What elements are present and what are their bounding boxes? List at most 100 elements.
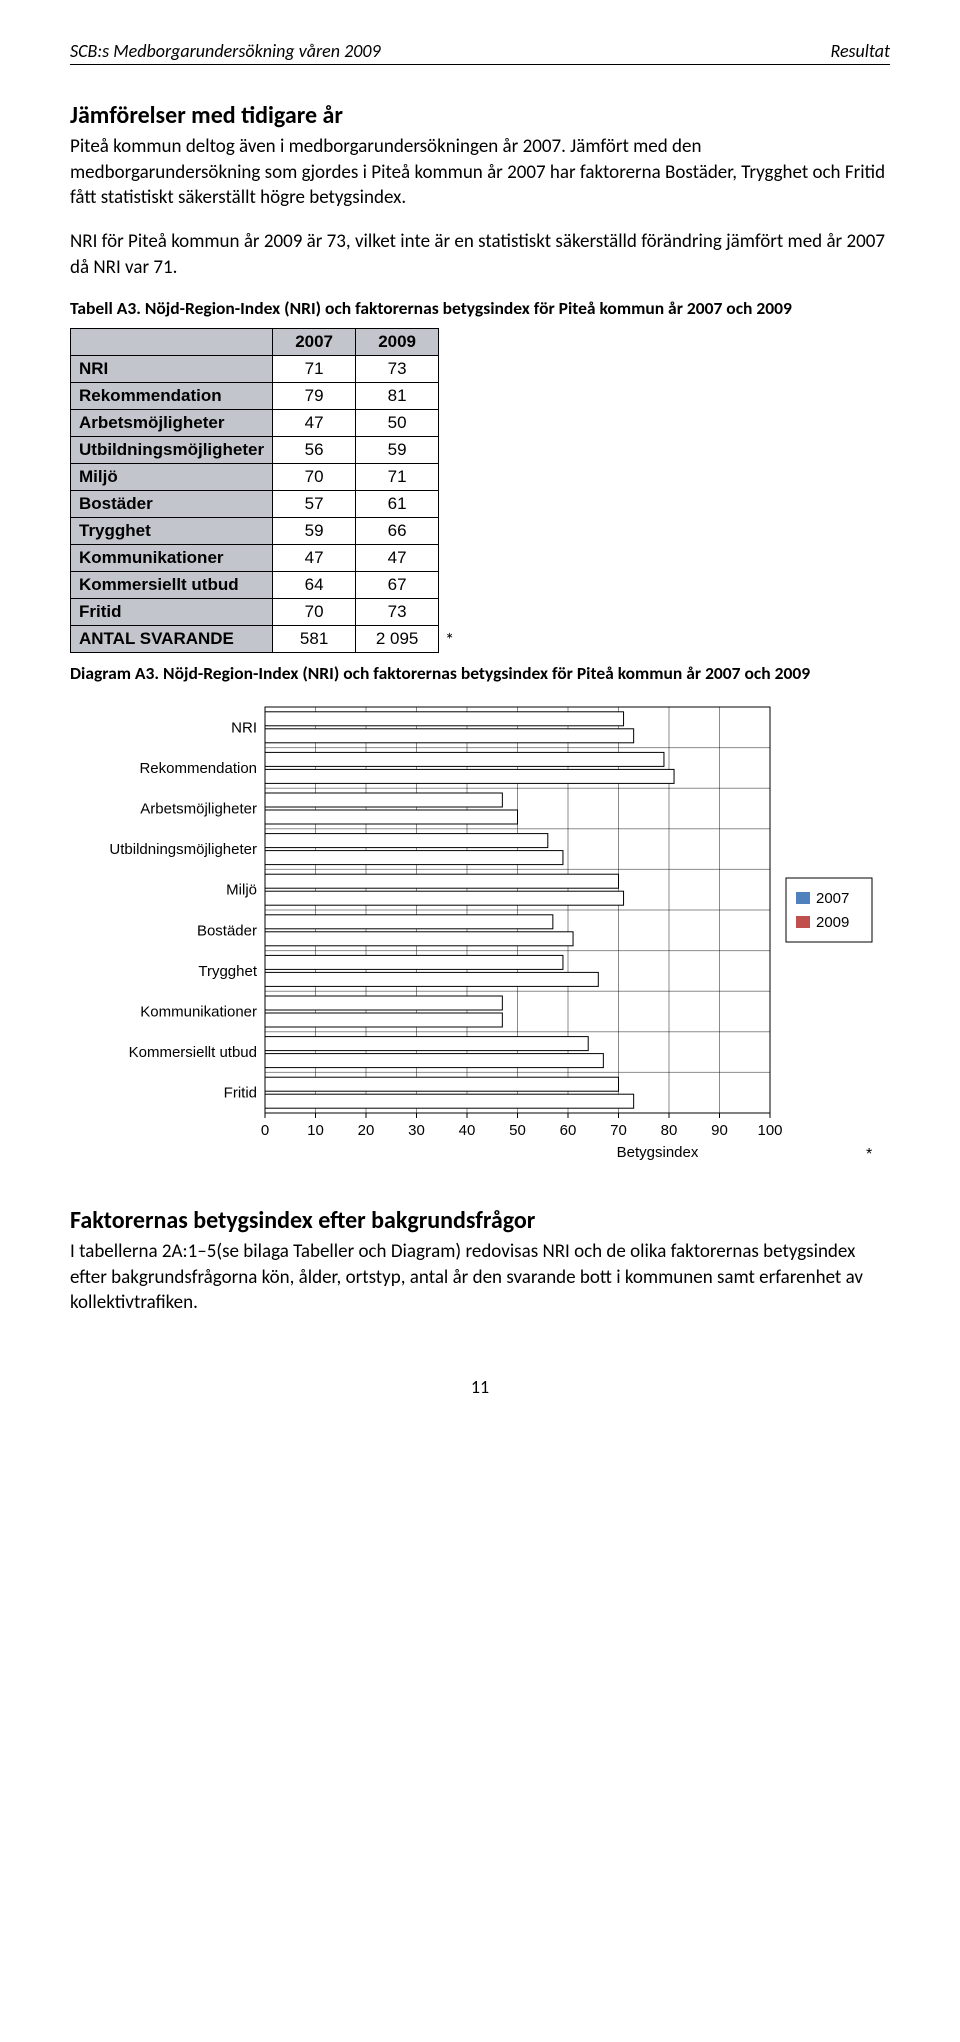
bar-2007 (265, 996, 502, 1010)
svg-text:*: * (866, 1146, 872, 1163)
row-val-2007: 70 (273, 464, 356, 491)
row-val-2009: 47 (356, 545, 439, 572)
table-head-blank (71, 329, 273, 356)
row-label: NRI (71, 356, 273, 383)
row-label: ANTAL SVARANDE (71, 626, 273, 653)
svg-text:60: 60 (560, 1122, 577, 1139)
bar-2007 (265, 915, 553, 929)
bar-2007 (265, 712, 624, 726)
chart-svg: 0 10 20 30 40 50 60 70 80 90 100 NRI Rekommendation A… (70, 693, 890, 1183)
svg-text:NRI: NRI (231, 719, 257, 736)
bottom-para: I tabellerna 2A:1–5(se bilaga Tabeller o… (70, 1239, 890, 1316)
row-label: Bostäder (71, 491, 273, 518)
table-row: Arbetsmöjligheter4750 (71, 410, 439, 437)
svg-text:0: 0 (261, 1122, 269, 1139)
table-row: ANTAL SVARANDE5812 095 (71, 626, 439, 653)
table-row: Rekommendation7981 (71, 383, 439, 410)
row-val-2009: 66 (356, 518, 439, 545)
page-header: SCB:s Medborgarundersökning våren 2009 R… (70, 40, 890, 65)
section-para-1: Piteå kommun deltog även i medborgarunde… (70, 134, 890, 211)
row-val-2007: 79 (273, 383, 356, 410)
table-row: Trygghet5966 (71, 518, 439, 545)
row-val-2007: 581 (273, 626, 356, 653)
table-row: NRI7173 (71, 356, 439, 383)
row-val-2007: 64 (273, 572, 356, 599)
row-label: Kommersiellt utbud (71, 572, 273, 599)
row-label: Miljö (71, 464, 273, 491)
row-val-2009: 61 (356, 491, 439, 518)
row-val-2007: 47 (273, 545, 356, 572)
svg-text:2009: 2009 (816, 914, 849, 931)
bar-2009 (265, 972, 598, 986)
bar-2007 (265, 834, 548, 848)
svg-text:90: 90 (711, 1122, 728, 1139)
row-val-2009: 59 (356, 437, 439, 464)
bar-2009 (265, 932, 573, 946)
row-val-2007: 57 (273, 491, 356, 518)
header-left: SCB:s Medborgarundersökning våren 2009 (70, 40, 381, 62)
row-val-2009: 81 (356, 383, 439, 410)
row-label: Rekommendation (71, 383, 273, 410)
row-val-2007: 59 (273, 518, 356, 545)
bar-2007 (265, 1037, 588, 1051)
table-row: Utbildningsmöjligheter5659 (71, 437, 439, 464)
bar-2009 (265, 851, 563, 865)
svg-text:10: 10 (307, 1122, 324, 1139)
svg-text:70: 70 (610, 1122, 627, 1139)
svg-text:Trygghet: Trygghet (198, 963, 257, 980)
row-val-2009: 73 (356, 356, 439, 383)
svg-text:30: 30 (408, 1122, 425, 1139)
table-row: Kommunikationer4747 (71, 545, 439, 572)
table-wrap: 2007 2009 NRI7173Rekommendation7981Arbet… (70, 328, 890, 653)
bar-2007 (265, 1077, 619, 1091)
row-val-2009: 2 095 (356, 626, 439, 653)
chart-caption: Diagram A3. Nöjd-Region-Index (NRI) och … (70, 663, 890, 685)
row-val-2009: 67 (356, 572, 439, 599)
row-val-2007: 70 (273, 599, 356, 626)
svg-text:Rekommendation: Rekommendation (139, 760, 257, 777)
svg-text:Bostäder: Bostäder (197, 922, 257, 939)
svg-text:80: 80 (661, 1122, 678, 1139)
row-label: Arbetsmöjligheter (71, 410, 273, 437)
table-caption: Tabell A3. Nöjd-Region-Index (NRI) och f… (70, 298, 890, 320)
svg-text:50: 50 (509, 1122, 526, 1139)
table-head-2007: 2007 (273, 329, 356, 356)
row-label: Fritid (71, 599, 273, 626)
svg-text:2007: 2007 (816, 890, 849, 907)
row-val-2007: 56 (273, 437, 356, 464)
svg-text:Betygsindex: Betygsindex (617, 1144, 699, 1161)
svg-text:Arbetsmöjligheter: Arbetsmöjligheter (140, 800, 257, 817)
svg-text:Fritid: Fritid (224, 1085, 257, 1102)
svg-text:Kommunikationer: Kommunikationer (140, 1003, 257, 1020)
page-number: 11 (70, 1376, 890, 1398)
svg-text:Utbildningsmöjligheter: Utbildningsmöjligheter (109, 841, 257, 858)
bar-2009 (265, 729, 634, 743)
header-right: Resultat (830, 40, 890, 62)
svg-text:40: 40 (459, 1122, 476, 1139)
table-row: Miljö7071 (71, 464, 439, 491)
svg-text:100: 100 (757, 1122, 782, 1139)
bar-2007 (265, 955, 563, 969)
bottom-title: Faktorernas betygsindex efter bakgrundsf… (70, 1206, 890, 1235)
bar-2009 (265, 1013, 502, 1027)
bar-2007 (265, 793, 502, 807)
table-row: Kommersiellt utbud6467 (71, 572, 439, 599)
page: SCB:s Medborgarundersökning våren 2009 R… (0, 0, 960, 1428)
row-val-2009: 50 (356, 410, 439, 437)
row-val-2009: 73 (356, 599, 439, 626)
svg-text:Miljö: Miljö (226, 882, 257, 899)
data-table: 2007 2009 NRI7173Rekommendation7981Arbet… (70, 328, 439, 653)
row-val-2007: 71 (273, 356, 356, 383)
svg-text:Kommersiellt utbud: Kommersiellt utbud (129, 1044, 257, 1061)
table-row: Fritid7073 (71, 599, 439, 626)
row-val-2009: 71 (356, 464, 439, 491)
svg-text:20: 20 (358, 1122, 375, 1139)
row-label: Utbildningsmöjligheter (71, 437, 273, 464)
table-asterisk: * (445, 629, 454, 653)
table-row: Bostäder5761 (71, 491, 439, 518)
bar-2007 (265, 874, 619, 888)
bar-2009 (265, 1094, 634, 1108)
bar-2007 (265, 752, 664, 766)
row-label: Kommunikationer (71, 545, 273, 572)
section-title: Jämförelser med tidigare år (70, 101, 890, 130)
